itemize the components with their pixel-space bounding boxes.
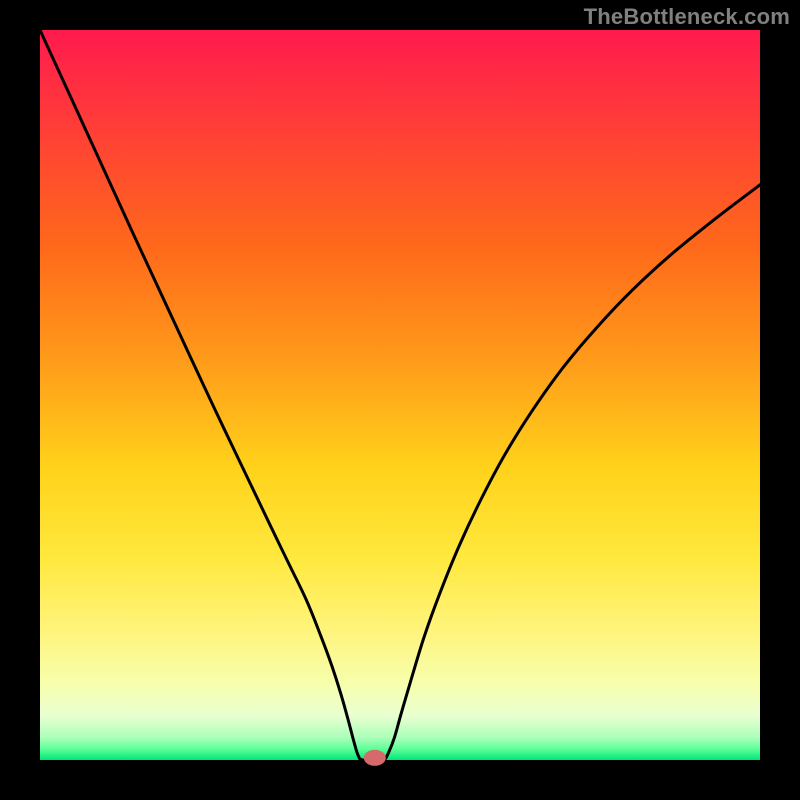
chart-container: TheBottleneck.com <box>0 0 800 800</box>
plot-background <box>40 30 760 760</box>
bottleneck-chart <box>0 0 800 800</box>
optimum-marker <box>364 750 386 766</box>
watermark-text: TheBottleneck.com <box>584 4 790 30</box>
